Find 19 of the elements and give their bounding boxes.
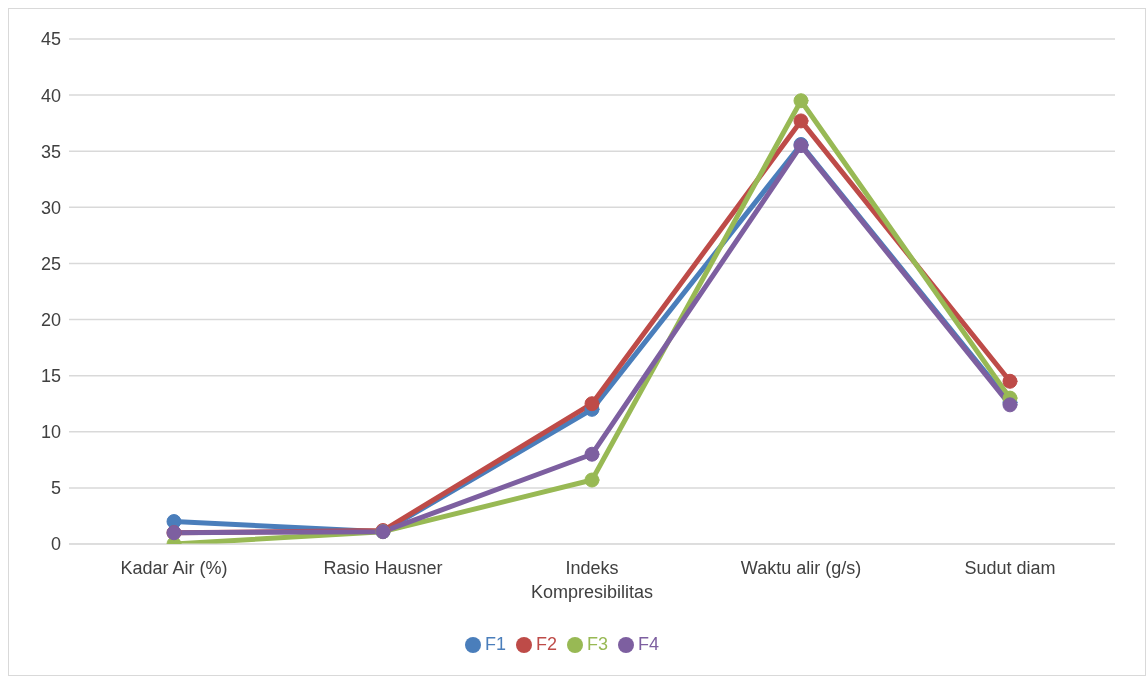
y-tick-label: 0	[50, 534, 61, 555]
y-tick-label: 40	[40, 85, 61, 106]
legend-label: F1	[484, 634, 506, 654]
y-tick-label: 25	[40, 253, 61, 274]
y-tick-label: 20	[40, 309, 61, 330]
y-tick-label: 30	[40, 197, 61, 218]
x-tick-label: Waktu alir (g/s)	[740, 558, 862, 578]
y-tick-label: 45	[40, 29, 61, 50]
legend-label: F2	[535, 634, 557, 654]
x-tick-label: Rasio Hausner	[323, 558, 443, 578]
y-tick-label: 15	[40, 366, 61, 387]
x-tick-label: Sudut diam	[964, 558, 1056, 578]
y-tick-label: 10	[40, 422, 61, 443]
legend-label: F3	[587, 634, 609, 654]
x-tick-label: Indeks Kompresibilitas	[530, 558, 654, 602]
legend-label: F4	[638, 634, 660, 654]
x-tick-label: Kadar Air (%)	[120, 558, 228, 578]
y-tick-label: 35	[40, 141, 61, 162]
y-tick-label: 5	[50, 478, 61, 499]
